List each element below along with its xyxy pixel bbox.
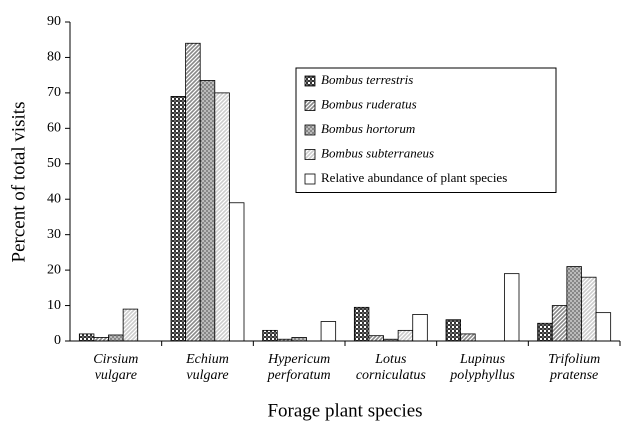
x-axis-title: Forage plant species — [267, 400, 422, 421]
bar — [291, 337, 307, 342]
legend-swatch — [304, 100, 316, 111]
x-tick-label: Lupinus polyphyllus — [449, 352, 515, 383]
x-tick-label: Echium vulgare — [185, 352, 229, 383]
legend-label: Bombus ruderatus — [321, 96, 417, 111]
bar — [262, 329, 278, 342]
bar — [445, 319, 462, 342]
x-tick-label: Lotus corniculatus — [356, 352, 427, 383]
y-tick-label: 90 — [47, 14, 61, 29]
legend-label: Bombus subterraneus — [321, 145, 434, 160]
bar — [503, 273, 520, 342]
bar — [214, 92, 230, 342]
bar — [353, 306, 370, 342]
bar — [122, 308, 139, 342]
legend-swatch — [304, 75, 316, 87]
y-tick-label: 50 — [47, 156, 61, 171]
legend-box — [295, 67, 557, 193]
legend-label: Relative abundance of plant species — [321, 170, 507, 185]
y-tick-label: 40 — [47, 191, 61, 206]
x-tick-label: Cirsium vulgare — [93, 352, 138, 383]
bar — [228, 202, 245, 342]
bar — [320, 321, 337, 342]
y-tick-label: 80 — [47, 50, 61, 65]
legend-label: Bombus hortorum — [321, 121, 415, 136]
legend-label: Bombus terrestris — [321, 72, 413, 87]
bar — [185, 42, 201, 342]
bar — [537, 322, 553, 342]
legend-swatch — [304, 124, 316, 136]
bar — [566, 266, 582, 342]
bar — [595, 312, 612, 342]
y-tick-label: 20 — [47, 262, 61, 277]
bar — [199, 80, 216, 342]
bar — [368, 335, 384, 342]
y-tick-label: 10 — [47, 298, 61, 313]
bar — [412, 314, 428, 342]
bar — [581, 276, 597, 342]
y-tick-label: 60 — [47, 121, 61, 136]
x-tick-label: Trifolium pratense — [548, 352, 600, 383]
y-tick-label: 30 — [47, 227, 61, 242]
bar — [397, 329, 414, 342]
bar — [78, 333, 95, 342]
bar — [551, 305, 568, 342]
x-tick-label: Hypericum perforatum — [267, 352, 331, 383]
y-axis-title: Percent of total visits — [8, 102, 29, 263]
bar — [460, 333, 476, 342]
bar — [108, 334, 124, 342]
legend-swatch — [304, 149, 316, 160]
bar — [93, 337, 109, 342]
legend-swatch — [304, 173, 316, 185]
bar — [170, 96, 187, 342]
y-tick-label: 0 — [54, 333, 61, 348]
y-tick-label: 70 — [47, 85, 61, 100]
